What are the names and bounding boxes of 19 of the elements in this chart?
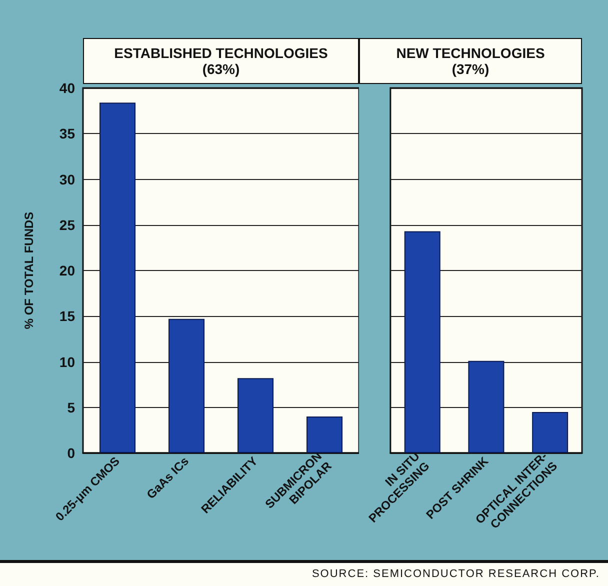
y-axis-title: % OF TOTAL FUNDS — [22, 212, 36, 330]
bar — [100, 102, 136, 453]
y-tick-label: 15 — [59, 308, 76, 324]
y-tick-label: 20 — [59, 262, 76, 278]
y-tick-label: 30 — [59, 171, 76, 188]
chart-subtitle: (37%) — [450, 61, 490, 77]
y-tick-label: 25 — [59, 216, 76, 233]
y-tick-label: 35 — [59, 126, 76, 142]
source-note: SOURCE: SEMICONDUCTOR RESEARCH CORP. — [312, 568, 600, 580]
y-tick-label: 0 — [67, 445, 76, 461]
chart-title: ESTABLISHED TECHNOLOGIES — [113, 45, 329, 61]
chart-subtitle: (63%) — [201, 61, 241, 77]
bar — [238, 378, 274, 453]
bar — [306, 416, 342, 453]
y-tick-label: 10 — [59, 354, 76, 370]
y-tick-label: 5 — [67, 399, 76, 416]
chart-title: NEW TECHNOLOGIES — [395, 45, 546, 61]
bar — [168, 318, 204, 453]
y-tick-label: 40 — [59, 80, 76, 96]
